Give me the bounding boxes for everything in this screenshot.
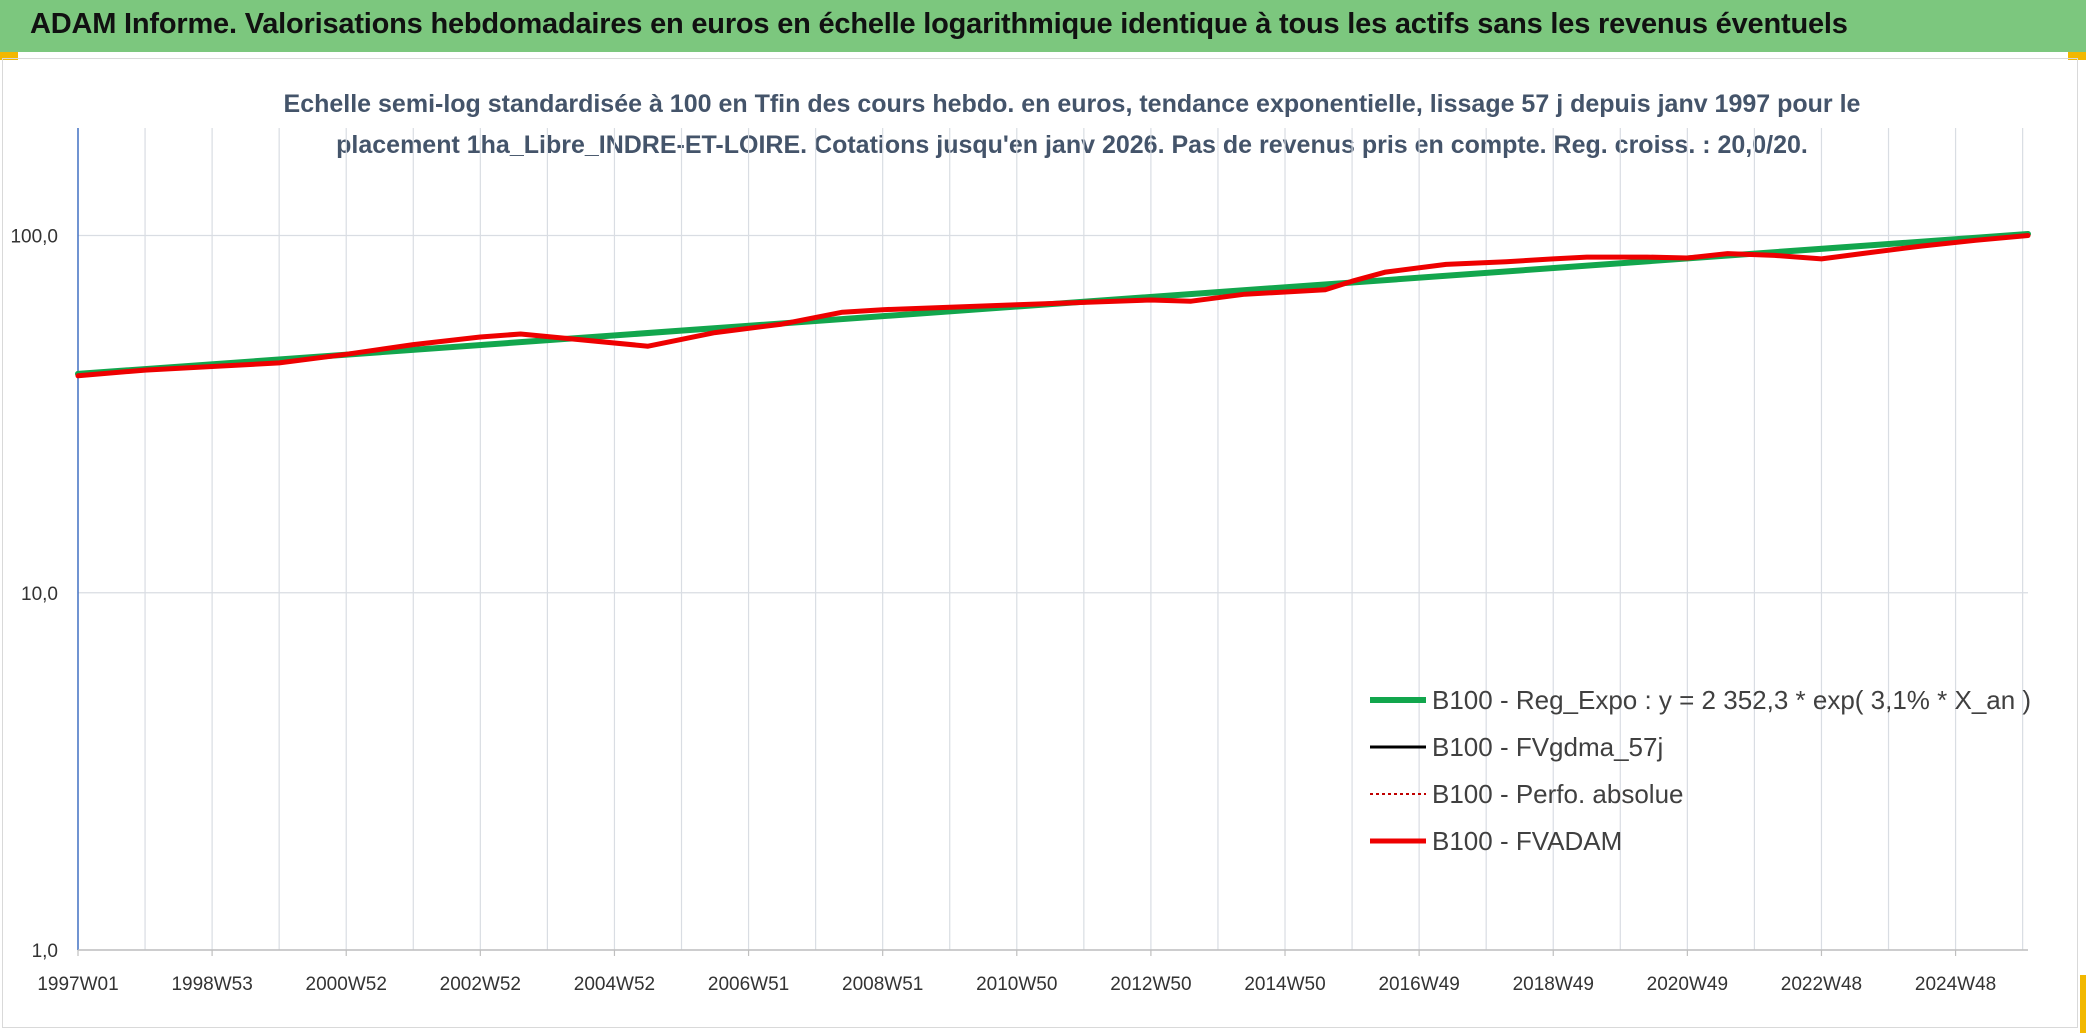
x-tick-label: 1998W53 <box>171 974 252 995</box>
chart-title-line-2: placement 1ha_Libre_INDRE-ET-LOIRE. Cota… <box>336 131 1808 159</box>
chart-title-line-1: Echelle semi-log standardisée à 100 en T… <box>284 90 1861 118</box>
legend-label-fvgdma: B100 - FVgdma_57j <box>1432 732 1663 762</box>
x-tick-label: 2018W49 <box>1513 974 1594 995</box>
y-tick-label: 100,0 <box>10 227 58 248</box>
x-tick-label: 2020W49 <box>1647 974 1728 995</box>
header-title: ADAM Informe. Valorisations hebdomadaire… <box>30 8 1848 40</box>
x-tick-label: 2024W48 <box>1915 974 1996 995</box>
chart-frame <box>2 58 2078 1028</box>
x-tick-label: 2016W49 <box>1378 974 1459 995</box>
x-tick-label: 2004W52 <box>574 974 655 995</box>
x-tick-label: 2014W50 <box>1244 974 1325 995</box>
x-tick-label: 2008W51 <box>842 974 923 995</box>
legend-label-perfo: B100 - Perfo. absolue <box>1432 779 1684 809</box>
legend-label-fvadam: B100 - FVADAM <box>1432 826 1622 856</box>
legend-label-reg: B100 - Reg_Expo : y = 2 352,3 * exp( 3,1… <box>1432 685 2031 715</box>
y-tick-label: 10,0 <box>21 584 58 605</box>
corner-marker-top-left <box>0 52 18 60</box>
y-tick-label: 1,0 <box>32 941 58 962</box>
x-tick-label: 2012W50 <box>1110 974 1191 995</box>
x-tick-label: 2002W52 <box>440 974 521 995</box>
x-tick-label: 2006W51 <box>708 974 789 995</box>
series-line-fvadam <box>75 233 2031 379</box>
header-bar: ADAM Informe. Valorisations hebdomadaire… <box>0 0 2086 52</box>
x-tick-label: 2022W48 <box>1781 974 1862 995</box>
x-tick-label: 2000W52 <box>306 974 387 995</box>
x-tick-label: 2010W50 <box>976 974 1057 995</box>
corner-marker-bottom-right <box>2080 975 2086 1033</box>
x-tick-label: 1997W01 <box>37 974 118 995</box>
corner-marker-top-right <box>2068 52 2086 60</box>
